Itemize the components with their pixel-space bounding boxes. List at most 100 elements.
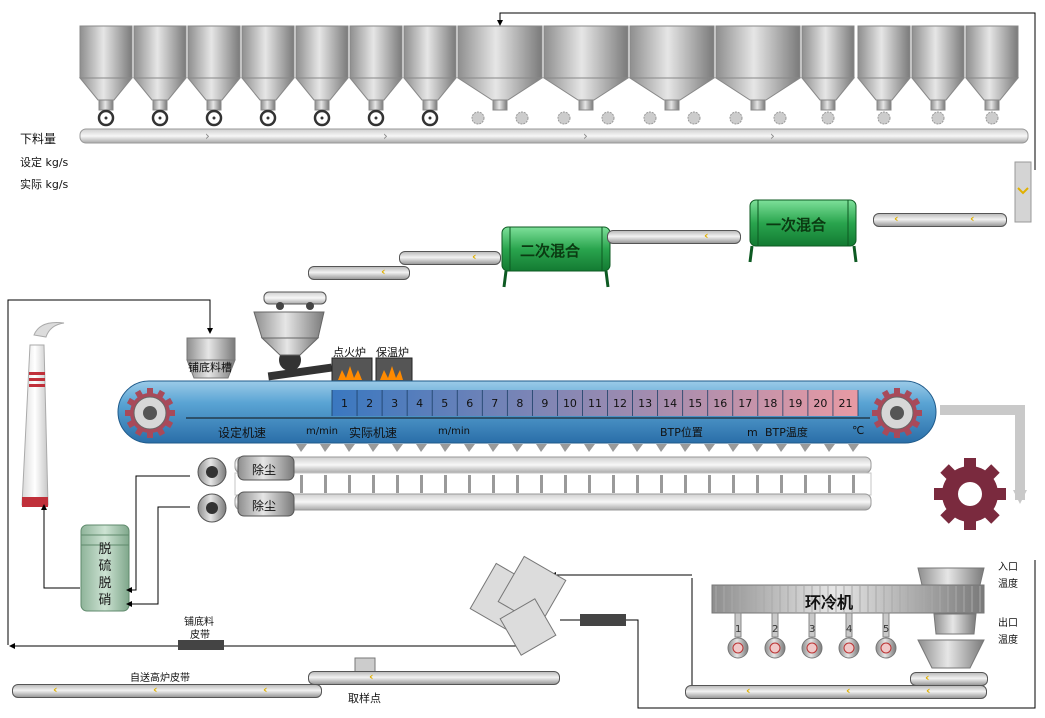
sinter-cell-4: 4 [416, 397, 424, 410]
silo [78, 25, 134, 127]
feed-set-label: 设定 kg/s [20, 156, 69, 169]
cooler-fan: 3 [801, 612, 823, 659]
blast-furnace-belt-label: 自送高炉皮带 [130, 673, 190, 684]
sinter-cell-9: 9 [541, 397, 549, 410]
feed-amount-label: 下料量 [20, 132, 57, 146]
ring-cooler-label: 环冷机 [805, 593, 854, 612]
sinter-cell-19: 19 [788, 397, 803, 410]
silo [456, 25, 544, 125]
sinter-cell-13: 13 [638, 397, 653, 410]
conveyor-feed: ‹ [308, 265, 410, 280]
hearth-belt-label-1: 铺底料 [184, 617, 214, 628]
inlet-temp-label-2: 温度 [998, 579, 1018, 590]
set-speed-unit: m/min [306, 426, 338, 437]
ignition-furnace-label: 点火炉 [333, 346, 366, 359]
sprocket-gear-icon [872, 388, 922, 438]
sinter-cell-21: 21 [838, 397, 853, 410]
secondary-mixer-label: 二次混合 [520, 242, 581, 260]
silo [402, 25, 458, 127]
secondary-mixer-drum [501, 226, 611, 288]
dust-removal-label-lower: 除尘 [252, 499, 277, 513]
set-speed-label: 设定机速 [218, 426, 267, 440]
desulfurization-label-4: 硝 [98, 593, 112, 608]
silo [542, 25, 630, 125]
sinter-cell-15: 15 [688, 397, 703, 410]
sinter-cell-14: 14 [663, 397, 678, 410]
silo [800, 25, 856, 125]
svg-text:›: › [770, 129, 775, 143]
sinter-cell-1: 1 [341, 397, 349, 410]
btp-position-label: BTP位置 [660, 426, 703, 439]
mix-hopper [253, 291, 333, 381]
sinter-cell-17: 17 [738, 397, 753, 410]
dust-fan-upper [197, 455, 295, 487]
inlet-temp-label-1: 入口 [998, 562, 1018, 573]
conveyor-secondary-out: ‹ [399, 250, 501, 265]
dust-removal-label-upper: 除尘 [252, 463, 277, 477]
sinter-cell-8: 8 [516, 397, 524, 410]
btp-position-unit: m [747, 426, 758, 439]
conveyor-mixer-link: ‹ [607, 229, 741, 244]
holding-furnace-label: 保温炉 [376, 346, 409, 359]
sprocket-gear-icon [125, 388, 175, 438]
conveyor-primary-out: ‹ ‹ [873, 212, 1007, 227]
sinter-cell-6: 6 [466, 397, 474, 410]
sampling-point-label: 取样点 [348, 692, 381, 705]
hearth-bin-label: 铺底料槽 [188, 361, 232, 374]
silo-row [78, 25, 1020, 127]
silo [294, 25, 350, 127]
primary-mixer-drum [748, 199, 858, 263]
cooler-fan: 2 [764, 612, 786, 659]
hearth-belt-label-2: 皮带 [190, 630, 210, 641]
vibrating-screens [469, 555, 567, 656]
sinter-cell-20: 20 [813, 397, 828, 410]
primary-mixer-label: 一次混合 [766, 216, 827, 234]
cooler-fan: 5 [875, 612, 897, 659]
silo [910, 25, 966, 125]
sinter-cell-12: 12 [613, 397, 628, 410]
svg-text:3: 3 [809, 624, 815, 635]
sinter-cell-10: 10 [562, 397, 577, 410]
svg-text:›: › [205, 129, 210, 143]
ring-cooler [711, 567, 985, 669]
desulfurization-label-1: 脱 [98, 542, 112, 557]
conveyor-sample: ‹ [308, 670, 560, 685]
silo [628, 25, 716, 125]
feed-actual-label: 实际 kg/s [20, 178, 69, 191]
btp-temp-unit: ℃ [852, 424, 865, 437]
outlet-temp-label-1: 出口 [998, 618, 1018, 629]
conveyor-cooler-discharge: ‹ [910, 671, 988, 686]
sinter-cell-3: 3 [391, 397, 399, 410]
sinter-machine [117, 380, 937, 444]
chimney [21, 322, 65, 507]
silo [856, 25, 912, 125]
svg-text:›: › [583, 129, 588, 143]
silo [348, 25, 404, 127]
silo [714, 25, 802, 125]
sinter-cell-11: 11 [588, 397, 602, 410]
sinter-cell-18: 18 [763, 397, 778, 410]
crusher-gear-icon [934, 458, 1006, 530]
desulfurization-label-2: 硫 [98, 559, 112, 574]
cooler-fan: 1 [727, 612, 749, 659]
outlet-temp-label-2: 温度 [998, 635, 1018, 646]
cooler-fan: 4 [838, 612, 860, 659]
svg-text:1: 1 [735, 624, 741, 635]
silo [964, 25, 1020, 125]
dust-fan-lower [197, 491, 295, 523]
actual-speed-label: 实际机速 [349, 426, 398, 440]
silo [132, 25, 188, 127]
conveyor-cooler-out: ‹ ‹ ‹ [685, 684, 987, 699]
svg-text:2: 2 [772, 624, 778, 635]
actual-speed-unit: m/min [438, 426, 470, 437]
btp-temp-label: BTP温度 [765, 426, 808, 439]
sinter-cell-7: 7 [491, 397, 499, 410]
sinter-cell-2: 2 [366, 397, 374, 410]
desulfurization-tower [80, 524, 130, 612]
conveyor-blast-furnace: ‹ ‹ ‹ [12, 683, 322, 698]
sinter-cell-16: 16 [713, 397, 728, 410]
desulfurization-label-3: 脱 [98, 576, 112, 591]
silo [186, 25, 242, 127]
silo [240, 25, 296, 127]
